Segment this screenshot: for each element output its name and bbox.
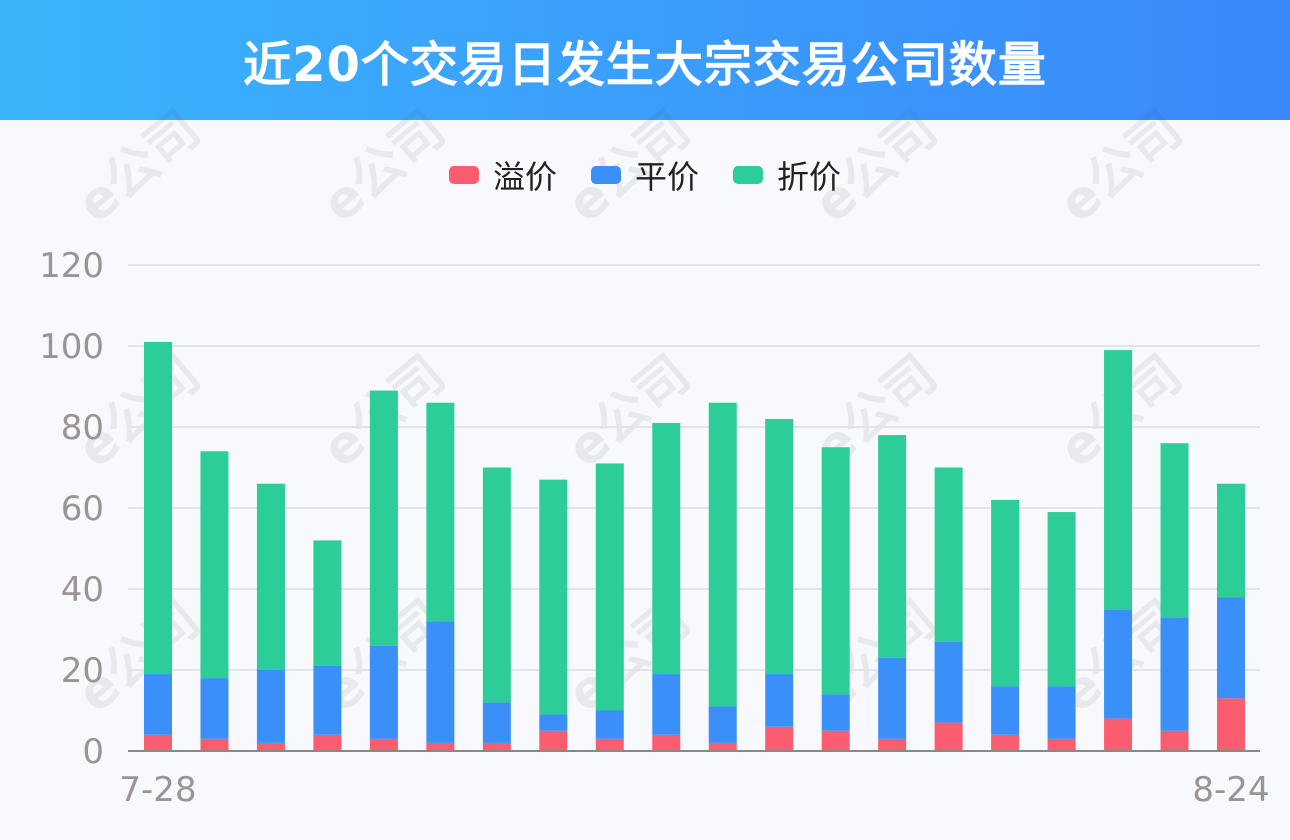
bar-segment-premium[interactable] <box>765 726 794 751</box>
legend: 溢价 平价 折价 <box>0 150 1290 200</box>
y-tick-label: 20 <box>61 651 104 691</box>
bar-segment-discount[interactable] <box>313 540 342 666</box>
bar-segment-par[interactable] <box>1160 617 1189 731</box>
bar-segment-premium[interactable] <box>708 742 737 751</box>
bar-segment-par[interactable] <box>765 674 794 727</box>
y-tick-label: 60 <box>61 489 104 529</box>
bar-segment-premium[interactable] <box>934 722 963 751</box>
bar-segment-par[interactable] <box>595 710 624 739</box>
y-axis-tick-labels: 0 20 40 60 80 100 120 <box>39 246 104 772</box>
bar-segment-par[interactable] <box>934 641 963 723</box>
bar-segment-premium[interactable] <box>256 742 285 751</box>
bar-segment-discount[interactable] <box>708 402 737 707</box>
bar-segment-premium[interactable] <box>991 734 1020 751</box>
bar-segment-par[interactable] <box>144 674 172 735</box>
bar-segment-premium[interactable] <box>144 734 172 751</box>
bar-segment-discount[interactable] <box>652 422 681 675</box>
bar-segment-par[interactable] <box>878 657 907 739</box>
bar-segment-discount[interactable] <box>1047 512 1076 687</box>
header-background <box>0 0 1290 120</box>
bar-segment-par[interactable] <box>539 714 568 731</box>
bar-segment-discount[interactable] <box>991 499 1020 687</box>
bar-segment-discount[interactable] <box>426 402 455 622</box>
bar-segment-premium[interactable] <box>595 738 624 751</box>
bar-segment-par[interactable] <box>482 702 511 743</box>
y-tick-label: 40 <box>61 570 104 610</box>
bar-segment-par[interactable] <box>369 645 398 739</box>
bar-segment-discount[interactable] <box>482 467 511 703</box>
y-tick-label: 100 <box>39 327 104 367</box>
bar-segment-par[interactable] <box>1217 597 1245 699</box>
y-tick-label: 120 <box>39 246 104 286</box>
bar-segment-premium[interactable] <box>878 738 907 751</box>
y-tick-label: 0 <box>82 732 104 772</box>
bar-segment-discount[interactable] <box>539 479 568 715</box>
bar-segment-premium[interactable] <box>539 730 568 751</box>
legend-item-premium[interactable]: 溢价 <box>448 152 557 198</box>
bar-segment-par[interactable] <box>652 674 681 735</box>
bar-segment-par[interactable] <box>708 706 737 743</box>
bar-segment-premium[interactable] <box>313 734 342 751</box>
bar-segment-discount[interactable] <box>200 451 229 679</box>
bar-segment-premium[interactable] <box>200 738 229 751</box>
bar-segment-par[interactable] <box>426 621 455 743</box>
x-tick-label-first: 7-28 <box>119 770 196 810</box>
chart-title: 近20个交易日发生大宗交易公司数量 <box>243 37 1047 93</box>
bar-segment-discount[interactable] <box>934 467 963 642</box>
bar-segment-discount[interactable] <box>765 418 794 675</box>
bar-segment-discount[interactable] <box>1160 443 1189 618</box>
x-tick-label-last: 8-24 <box>1192 770 1269 810</box>
bar-segment-par[interactable] <box>1104 609 1133 719</box>
bar-segment-premium[interactable] <box>482 742 511 751</box>
bar-segment-discount[interactable] <box>369 390 398 646</box>
bar-segment-discount[interactable] <box>256 483 285 670</box>
bar-segment-discount[interactable] <box>878 435 907 658</box>
bar-segment-discount[interactable] <box>1104 350 1133 610</box>
legend-item-par[interactable]: 平价 <box>590 152 699 198</box>
legend-swatch-discount <box>733 166 763 184</box>
bar-segment-premium[interactable] <box>1047 738 1076 751</box>
y-tick-label: 80 <box>61 408 104 448</box>
bar-segment-discount[interactable] <box>1217 483 1245 598</box>
bar-segment-par[interactable] <box>1047 686 1076 739</box>
bar-segment-premium[interactable] <box>426 742 455 751</box>
bar-segment-par[interactable] <box>991 686 1020 735</box>
bar-segment-discount[interactable] <box>595 463 624 711</box>
bar-segment-par[interactable] <box>256 670 285 743</box>
legend-label-premium: 溢价 <box>492 158 557 196</box>
bar-segment-par[interactable] <box>200 678 229 739</box>
bar-segment-premium[interactable] <box>1160 730 1189 751</box>
bar-segment-premium[interactable] <box>1217 698 1245 751</box>
legend-label-par: 平价 <box>634 158 699 196</box>
bar-segment-premium[interactable] <box>1104 718 1133 751</box>
legend-item-discount[interactable]: 折价 <box>733 152 841 198</box>
chart-header: 近20个交易日发生大宗交易公司数量 <box>0 0 1290 120</box>
bar-segment-discount[interactable] <box>144 341 172 675</box>
bar-segment-par[interactable] <box>313 665 342 735</box>
bar-segment-discount[interactable] <box>821 447 850 695</box>
bar-segment-premium[interactable] <box>369 738 398 751</box>
legend-swatch-premium <box>448 166 479 184</box>
legend-swatch-par <box>590 166 621 184</box>
bar-segment-par[interactable] <box>821 694 850 731</box>
legend-label-discount: 折价 <box>777 158 842 196</box>
bar-segment-premium[interactable] <box>821 730 850 751</box>
bar-segment-premium[interactable] <box>652 734 681 751</box>
bars <box>144 341 1245 751</box>
